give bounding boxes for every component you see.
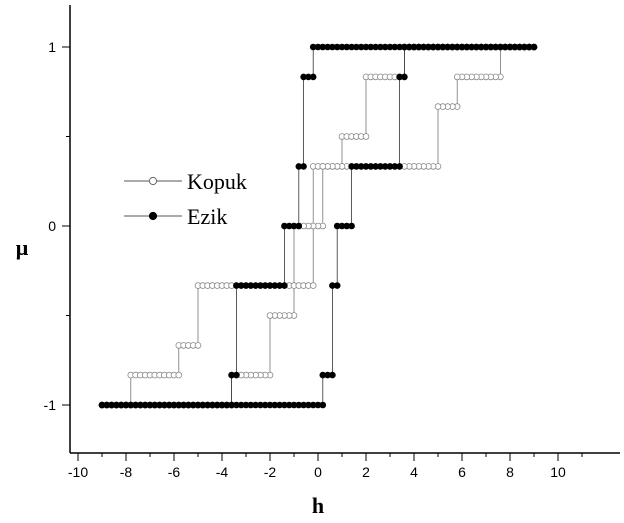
- series-ezik-point: [233, 282, 240, 289]
- y-ticks: -1 0 1: [44, 39, 70, 413]
- series-ezik: [98, 43, 538, 409]
- series-kopuk: [98, 43, 538, 409]
- x-tick-label: 8: [506, 464, 514, 480]
- series-kopuk-point: [175, 371, 183, 379]
- series-ezik-point: [348, 222, 355, 230]
- series-ezik-point: [309, 43, 317, 51]
- y-axis-title: μ: [16, 235, 29, 260]
- x-tick-label: 4: [410, 464, 418, 480]
- legend-ezik-marker: [148, 211, 158, 221]
- series-ezik-point: [98, 401, 106, 409]
- series-ezik-point: [333, 282, 341, 289]
- x-tick-label: 6: [458, 464, 466, 480]
- x-axis-title: h: [312, 493, 324, 518]
- y-tick-label: 1: [48, 39, 56, 55]
- series-kopuk-point: [453, 73, 461, 81]
- series-ezik-point: [396, 163, 403, 170]
- legend-ezik-label: Ezik: [187, 204, 227, 229]
- series-ezik-point: [281, 222, 288, 230]
- series-kopuk-point: [309, 282, 317, 289]
- series-ezik-point: [319, 401, 327, 409]
- series-kopuk-point: [194, 342, 202, 349]
- series-ezik-point: [228, 371, 235, 379]
- x-tick-label: -4: [216, 464, 229, 480]
- axes: [69, 5, 620, 454]
- series-kopuk-point: [362, 133, 370, 140]
- x-tick-label: -2: [264, 464, 277, 480]
- x-tick-label: 2: [362, 464, 370, 480]
- x-ticks: -10 -8 -6 -4 -2 0 2 4 6 8 10: [68, 453, 583, 480]
- series-ezik-point: [401, 73, 408, 81]
- series-ezik-point: [300, 73, 307, 81]
- x-tick-label: -6: [168, 464, 181, 480]
- legend: Kopuk Ezik: [124, 169, 247, 229]
- series-ezik-point: [329, 371, 336, 379]
- series-kopuk-point: [266, 312, 274, 319]
- series-layer: [98, 43, 538, 409]
- x-tick-label: 10: [550, 464, 566, 480]
- series-kopuk-point: [434, 103, 442, 110]
- x-tick-label: -8: [120, 464, 133, 480]
- x-tick-label: -10: [68, 464, 88, 480]
- series-kopuk-point: [319, 163, 327, 170]
- y-tick-label: -1: [44, 397, 57, 413]
- legend-kopuk-label: Kopuk: [187, 169, 247, 194]
- legend-kopuk-marker: [148, 176, 158, 186]
- x-tick-label: 0: [314, 464, 322, 480]
- y-tick-label: 0: [48, 218, 56, 234]
- series-ezik-point: [295, 163, 303, 170]
